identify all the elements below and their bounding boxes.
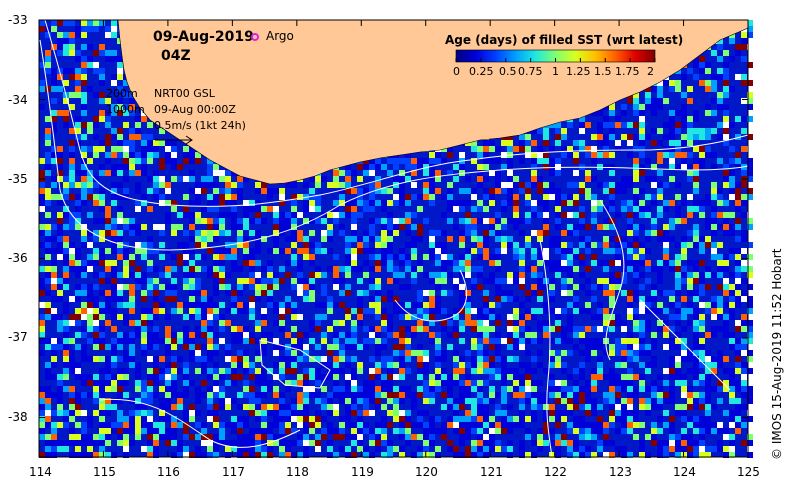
lon-label: 115 <box>93 465 116 479</box>
colorbar-tick-label: 0 <box>453 65 460 78</box>
lon-label: 118 <box>286 465 309 479</box>
lon-label: 124 <box>673 465 696 479</box>
colorbar-title: Age (days) of filled SST (wrt latest) <box>445 33 684 47</box>
colorbar-ticks <box>455 58 656 62</box>
lat-label: -35 <box>8 172 28 186</box>
lat-label: -38 <box>8 410 28 424</box>
time-label: 04Z <box>161 48 191 64</box>
lon-label: 117 <box>222 465 245 479</box>
analysis-time-label: 09-Aug 00:00Z <box>154 103 236 116</box>
velocity-scale-label: 0.5m/s (1kt 24h) <box>154 119 246 132</box>
credit-label: © IMOS 15-Aug-2019 11:52 Hobart <box>770 248 784 460</box>
lon-label: 125 <box>737 465 760 479</box>
lon-label: 114 <box>29 465 52 479</box>
colorbar-tick-label: 0.75 <box>518 65 543 78</box>
argo-label: Argo <box>266 29 294 43</box>
colorbar-tick-label: 2 <box>647 65 654 78</box>
colorbar-tick-label: 1.25 <box>566 65 591 78</box>
colorbar-tick-label: 0.5 <box>499 65 517 78</box>
lon-label: 123 <box>609 465 632 479</box>
velocity-scale-arrow <box>155 135 193 145</box>
colorbar-tick-label: 1.5 <box>594 65 612 78</box>
lat-label: -33 <box>8 13 28 27</box>
depth-1000-label: 1000m <box>106 103 145 116</box>
source-label: NRT00 GSL <box>154 87 215 100</box>
bathymetry-contours <box>39 19 749 458</box>
lon-label: 122 <box>544 465 567 479</box>
axis-ticks <box>38 19 749 457</box>
date-label: 09-Aug-2019 <box>153 29 254 45</box>
argo-marker-icon <box>251 33 259 41</box>
colorbar-tick-label: 1 <box>552 65 559 78</box>
lon-label: 121 <box>480 465 503 479</box>
lon-label: 120 <box>415 465 438 479</box>
lat-label: -36 <box>8 251 28 265</box>
colorbar-tick-label: 1.75 <box>615 65 640 78</box>
lon-label: 116 <box>157 465 180 479</box>
depth-200-label: 200m <box>106 87 138 100</box>
map-frame <box>38 19 749 458</box>
lon-label: 119 <box>351 465 374 479</box>
colorbar-tick-label: 0.25 <box>469 65 494 78</box>
lat-label: -37 <box>8 330 28 344</box>
lat-label: -34 <box>8 93 28 107</box>
